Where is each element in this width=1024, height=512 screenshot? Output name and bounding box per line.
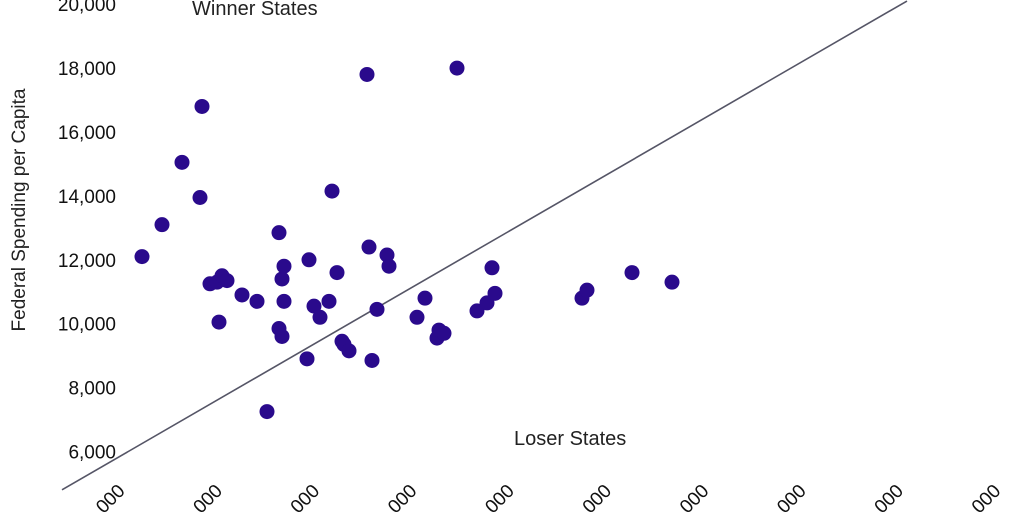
data-point xyxy=(234,287,250,303)
data-point xyxy=(449,60,465,76)
data-point xyxy=(417,290,433,306)
y-axis-title: Federal Spending per Capita xyxy=(9,88,30,331)
data-point xyxy=(312,309,328,325)
data-point xyxy=(306,298,322,314)
data-point xyxy=(329,265,345,281)
y-tick-label: 18,000 xyxy=(58,59,116,80)
data-point xyxy=(299,351,315,367)
data-point xyxy=(271,225,287,241)
data-point xyxy=(134,249,150,265)
x-tick-label: 000 xyxy=(968,481,1005,512)
x-tick-label: 000 xyxy=(190,481,227,512)
y-tick-label: 14,000 xyxy=(58,187,116,208)
data-point xyxy=(409,309,425,325)
data-point xyxy=(321,293,337,309)
x-tick-label: 000 xyxy=(773,481,810,512)
loser-states-annotation: Loser States xyxy=(514,428,626,450)
data-point xyxy=(381,258,397,274)
x-tick-label: 000 xyxy=(579,481,616,512)
data-point xyxy=(324,183,340,199)
data-point xyxy=(301,252,317,268)
data-point xyxy=(664,274,680,290)
x-tick-label: 000 xyxy=(676,481,713,512)
data-point xyxy=(379,247,395,263)
data-point xyxy=(274,328,290,344)
x-tick-label: 000 xyxy=(384,481,421,512)
reference-line xyxy=(61,0,908,491)
data-point xyxy=(469,303,485,319)
x-tick-label: 000 xyxy=(481,481,518,512)
data-point xyxy=(274,271,290,287)
data-point xyxy=(487,285,503,301)
data-points-layer xyxy=(134,60,680,420)
data-point xyxy=(154,217,170,233)
data-point xyxy=(624,265,640,281)
x-tick-label: 000 xyxy=(92,481,129,512)
data-point xyxy=(359,66,375,82)
x-axis-ticks: 000 000 000 000 000 000 000 000 000 000 xyxy=(92,481,1005,512)
y-tick-label: 20,000 xyxy=(58,0,116,16)
data-point xyxy=(249,293,265,309)
y-tick-label: 12,000 xyxy=(58,251,116,272)
data-point xyxy=(174,154,190,170)
y-tick-label: 6,000 xyxy=(68,443,116,464)
data-point xyxy=(484,260,500,276)
x-tick-label: 000 xyxy=(287,481,324,512)
data-point xyxy=(219,273,235,289)
x-tick-label: 000 xyxy=(871,481,908,512)
y-tick-label: 8,000 xyxy=(68,379,116,400)
data-point xyxy=(364,352,380,368)
data-point xyxy=(276,293,292,309)
data-point xyxy=(211,314,227,330)
data-point xyxy=(436,325,452,341)
data-point xyxy=(276,258,292,274)
data-point xyxy=(259,404,275,420)
data-point xyxy=(192,189,208,205)
data-point xyxy=(369,301,385,317)
y-axis-ticks: 6,000 8,000 10,000 12,000 14,000 16,000 18,000… xyxy=(58,0,116,464)
winner-states-annotation: Winner States xyxy=(192,0,318,20)
data-point xyxy=(361,239,377,255)
data-point xyxy=(341,343,357,359)
data-point xyxy=(579,282,595,298)
y-tick-label: 10,000 xyxy=(58,315,116,336)
data-point xyxy=(194,98,210,114)
reference-line-layer xyxy=(61,0,908,491)
y-tick-label: 16,000 xyxy=(58,123,116,144)
